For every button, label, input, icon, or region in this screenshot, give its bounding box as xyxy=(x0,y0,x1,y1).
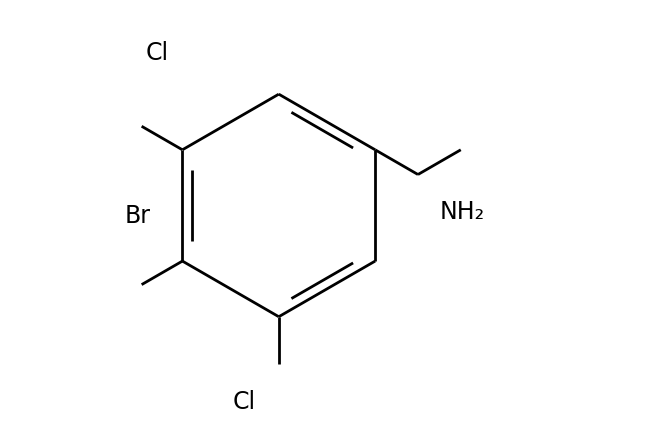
Text: Cl: Cl xyxy=(146,42,169,65)
Text: Cl: Cl xyxy=(233,390,256,414)
Text: NH₂: NH₂ xyxy=(440,200,484,224)
Text: Br: Br xyxy=(125,204,151,228)
